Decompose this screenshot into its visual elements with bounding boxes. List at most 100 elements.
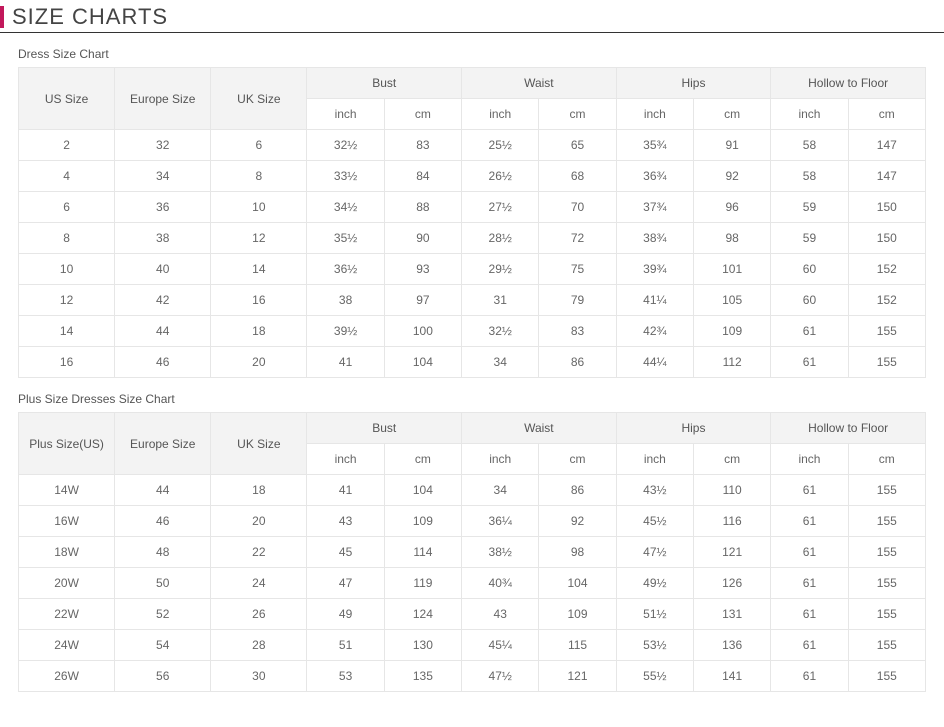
cell-uk: 6: [211, 130, 307, 161]
cell-bust_cm: 135: [384, 661, 461, 692]
cell-hollow_in: 61: [771, 316, 848, 347]
cell-waist_in: 47½: [462, 661, 539, 692]
table-row: 434833½8426½6836¾9258147: [19, 161, 926, 192]
cell-size: 4: [19, 161, 115, 192]
unit-inch: inch: [616, 444, 693, 475]
unit-inch: inch: [771, 99, 848, 130]
cell-europe: 42: [115, 285, 211, 316]
cell-hollow_in: 61: [771, 347, 848, 378]
cell-waist_cm: 86: [539, 475, 616, 506]
cell-europe: 32: [115, 130, 211, 161]
cell-size: 22W: [19, 599, 115, 630]
cell-waist_cm: 83: [539, 316, 616, 347]
col-waist: Waist: [462, 413, 617, 444]
cell-size: 18W: [19, 537, 115, 568]
cell-bust_in: 45: [307, 537, 384, 568]
cell-hips_cm: 101: [693, 254, 770, 285]
table-row: 8381235½9028½7238¾9859150: [19, 223, 926, 254]
table-row: 10401436½9329½7539¾10160152: [19, 254, 926, 285]
cell-hollow_in: 59: [771, 223, 848, 254]
cell-waist_in: 36¼: [462, 506, 539, 537]
cell-hips_in: 51½: [616, 599, 693, 630]
cell-size: 16W: [19, 506, 115, 537]
cell-waist_in: 25½: [462, 130, 539, 161]
table-row: 20W50244711940¾10449½12661155: [19, 568, 926, 599]
cell-europe: 48: [115, 537, 211, 568]
cell-waist_cm: 86: [539, 347, 616, 378]
cell-hips_cm: 110: [693, 475, 770, 506]
cell-waist_in: 34: [462, 475, 539, 506]
table-row: 232632½8325½6535¾9158147: [19, 130, 926, 161]
dress-size-title: Dress Size Chart: [18, 47, 926, 61]
plus-size-table: Plus Size(US) Europe Size UK Size Bust W…: [18, 412, 926, 692]
cell-hips_cm: 136: [693, 630, 770, 661]
cell-hollow_in: 61: [771, 599, 848, 630]
cell-hollow_cm: 150: [848, 192, 925, 223]
cell-size: 8: [19, 223, 115, 254]
cell-hollow_cm: 155: [848, 506, 925, 537]
cell-hollow_in: 60: [771, 285, 848, 316]
cell-europe: 34: [115, 161, 211, 192]
cell-size: 12: [19, 285, 115, 316]
cell-hollow_cm: 155: [848, 537, 925, 568]
cell-hips_cm: 92: [693, 161, 770, 192]
cell-hips_in: 44¼: [616, 347, 693, 378]
cell-hips_in: 53½: [616, 630, 693, 661]
cell-hollow_cm: 152: [848, 285, 925, 316]
cell-hips_in: 55½: [616, 661, 693, 692]
cell-bust_cm: 124: [384, 599, 461, 630]
cell-hips_cm: 98: [693, 223, 770, 254]
unit-inch: inch: [462, 444, 539, 475]
cell-hollow_in: 60: [771, 254, 848, 285]
cell-bust_in: 32½: [307, 130, 384, 161]
cell-hips_in: 38¾: [616, 223, 693, 254]
cell-hips_cm: 109: [693, 316, 770, 347]
cell-waist_in: 34: [462, 347, 539, 378]
cell-bust_in: 53: [307, 661, 384, 692]
cell-europe: 54: [115, 630, 211, 661]
col-us-size: US Size: [19, 68, 115, 130]
cell-bust_in: 35½: [307, 223, 384, 254]
cell-hollow_in: 58: [771, 130, 848, 161]
unit-cm: cm: [693, 99, 770, 130]
cell-bust_in: 38: [307, 285, 384, 316]
page-title-wrap: SIZE CHARTS: [0, 0, 944, 33]
cell-waist_in: 32½: [462, 316, 539, 347]
col-waist: Waist: [462, 68, 617, 99]
cell-waist_cm: 70: [539, 192, 616, 223]
unit-cm: cm: [384, 99, 461, 130]
cell-waist_in: 40¾: [462, 568, 539, 599]
unit-cm: cm: [848, 99, 925, 130]
cell-hips_cm: 126: [693, 568, 770, 599]
cell-waist_in: 31: [462, 285, 539, 316]
cell-waist_in: 29½: [462, 254, 539, 285]
cell-europe: 38: [115, 223, 211, 254]
table-row: 16462041104348644¼11261155: [19, 347, 926, 378]
cell-europe: 40: [115, 254, 211, 285]
cell-hollow_cm: 155: [848, 347, 925, 378]
cell-hollow_cm: 155: [848, 599, 925, 630]
plus-size-section: Plus Size Dresses Size Chart Plus Size(U…: [0, 378, 944, 692]
cell-uk: 16: [211, 285, 307, 316]
cell-bust_cm: 88: [384, 192, 461, 223]
cell-bust_cm: 90: [384, 223, 461, 254]
table-row: 22W5226491244310951½13161155: [19, 599, 926, 630]
col-europe-size: Europe Size: [115, 413, 211, 475]
cell-waist_cm: 115: [539, 630, 616, 661]
cell-bust_cm: 104: [384, 347, 461, 378]
plus-size-title: Plus Size Dresses Size Chart: [18, 392, 926, 406]
cell-hollow_in: 61: [771, 630, 848, 661]
cell-waist_cm: 109: [539, 599, 616, 630]
cell-hips_in: 41¼: [616, 285, 693, 316]
cell-bust_cm: 119: [384, 568, 461, 599]
cell-waist_in: 27½: [462, 192, 539, 223]
cell-hips_cm: 112: [693, 347, 770, 378]
cell-hollow_cm: 147: [848, 161, 925, 192]
table-row: 14441839½10032½8342¾10961155: [19, 316, 926, 347]
table-row: 16W46204310936¼9245½11661155: [19, 506, 926, 537]
cell-bust_cm: 114: [384, 537, 461, 568]
cell-bust_in: 39½: [307, 316, 384, 347]
cell-europe: 50: [115, 568, 211, 599]
cell-waist_cm: 121: [539, 661, 616, 692]
unit-inch: inch: [771, 444, 848, 475]
